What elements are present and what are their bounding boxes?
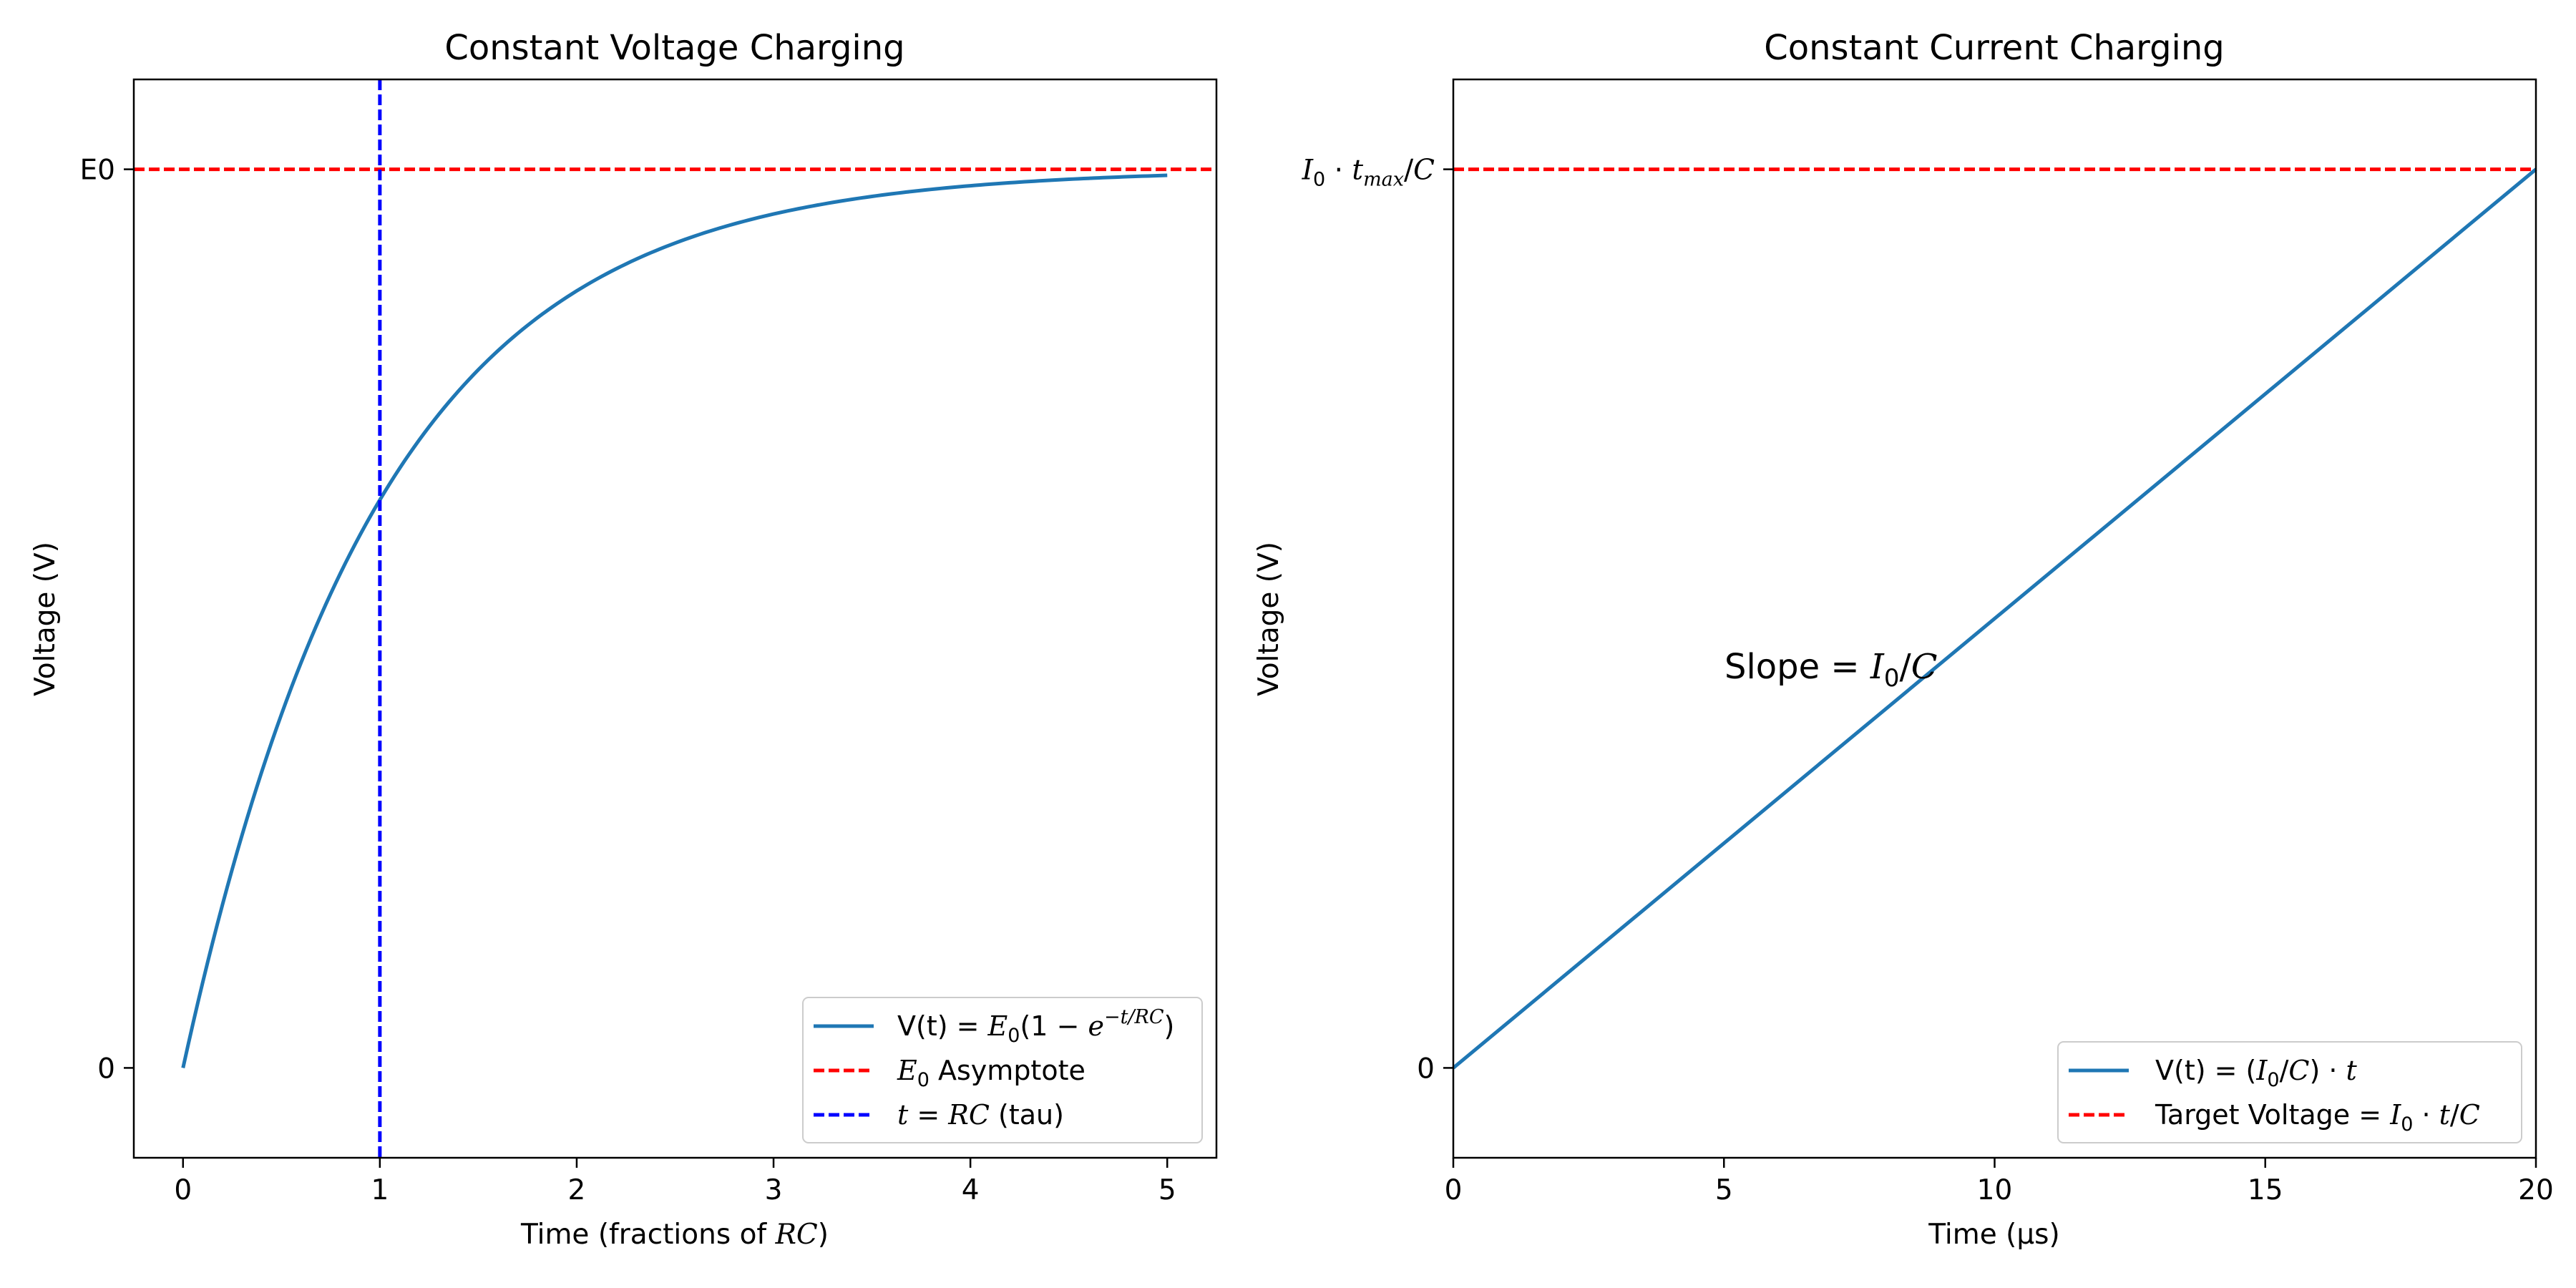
right-x-tick-label: 5: [1715, 1174, 1733, 1206]
left-chart: Constant Voltage Charging Time (fraction…: [29, 28, 1218, 1251]
left-chart-title: Constant Voltage Charging: [444, 28, 904, 68]
left-legend-box: [802, 997, 1203, 1143]
left-plot-area: [134, 79, 1216, 1158]
left-legend: V(t) = E0(1 − e−t/RC) E0 Asymptote t = R…: [802, 997, 1203, 1143]
left-y-ticks: 0 E0: [80, 155, 134, 1085]
slope-annotation: Slope = I0/C: [1724, 647, 1937, 693]
right-x-axis-label: Time (µs): [1928, 1219, 2059, 1251]
left-x-axis-label: Time (fractions of RC): [520, 1219, 829, 1251]
linear-charge-line: [1452, 167, 2537, 1070]
charge-curve-line: [181, 173, 1168, 1068]
right-legend: V(t) = (I0/C) · t Target Voltage = I0 · …: [2057, 1041, 2522, 1143]
right-chart-title: Constant Current Charging: [1764, 28, 2225, 68]
left-x-tick-label: 0: [174, 1174, 192, 1206]
legend-entry-linear-charge: V(t) = (I0/C) · t: [2155, 1055, 2358, 1091]
left-y-tick-label: 0: [97, 1053, 115, 1085]
right-x-tick-label: 10: [1977, 1174, 2013, 1206]
legend-entry-target-voltage: Target Voltage = I0 · t/C: [2155, 1099, 2480, 1136]
right-x-tick-label: 15: [2248, 1174, 2283, 1206]
left-axes-frame: [132, 78, 1218, 1159]
left-x-ticks: 0 1 2 3 4 5: [174, 1158, 1176, 1206]
right-x-ticks: 0 5 10 15 20: [1445, 1158, 2554, 1206]
left-x-tick-label: 1: [371, 1174, 389, 1206]
left-x-tick-label: 5: [1158, 1174, 1176, 1206]
right-x-tick-label: 20: [2518, 1174, 2554, 1206]
left-y-tick-label: E0: [80, 155, 115, 187]
legend-entry-e0-asymptote: E0 Asymptote: [897, 1055, 1085, 1091]
right-legend-box: [2057, 1041, 2522, 1143]
right-y-tick-label: 0: [1417, 1053, 1435, 1085]
left-x-tick-label: 2: [568, 1174, 586, 1206]
left-y-axis-label: Voltage (V): [29, 542, 62, 696]
right-chart: Constant Current Charging Time (µs) Volt…: [1253, 28, 2554, 1251]
left-x-tick-label: 4: [962, 1174, 980, 1206]
left-x-tick-label: 3: [765, 1174, 783, 1206]
right-plot-area: [1452, 167, 2537, 1070]
right-y-tick-label: I0 · tmax/C: [1302, 155, 1435, 191]
right-x-tick-label: 0: [1445, 1174, 1463, 1206]
right-y-axis-label: Voltage (V): [1253, 542, 1285, 696]
right-y-ticks: 0 I0 · tmax/C: [1302, 155, 1453, 1085]
legend-entry-tau: t = RC (tau): [897, 1099, 1064, 1131]
